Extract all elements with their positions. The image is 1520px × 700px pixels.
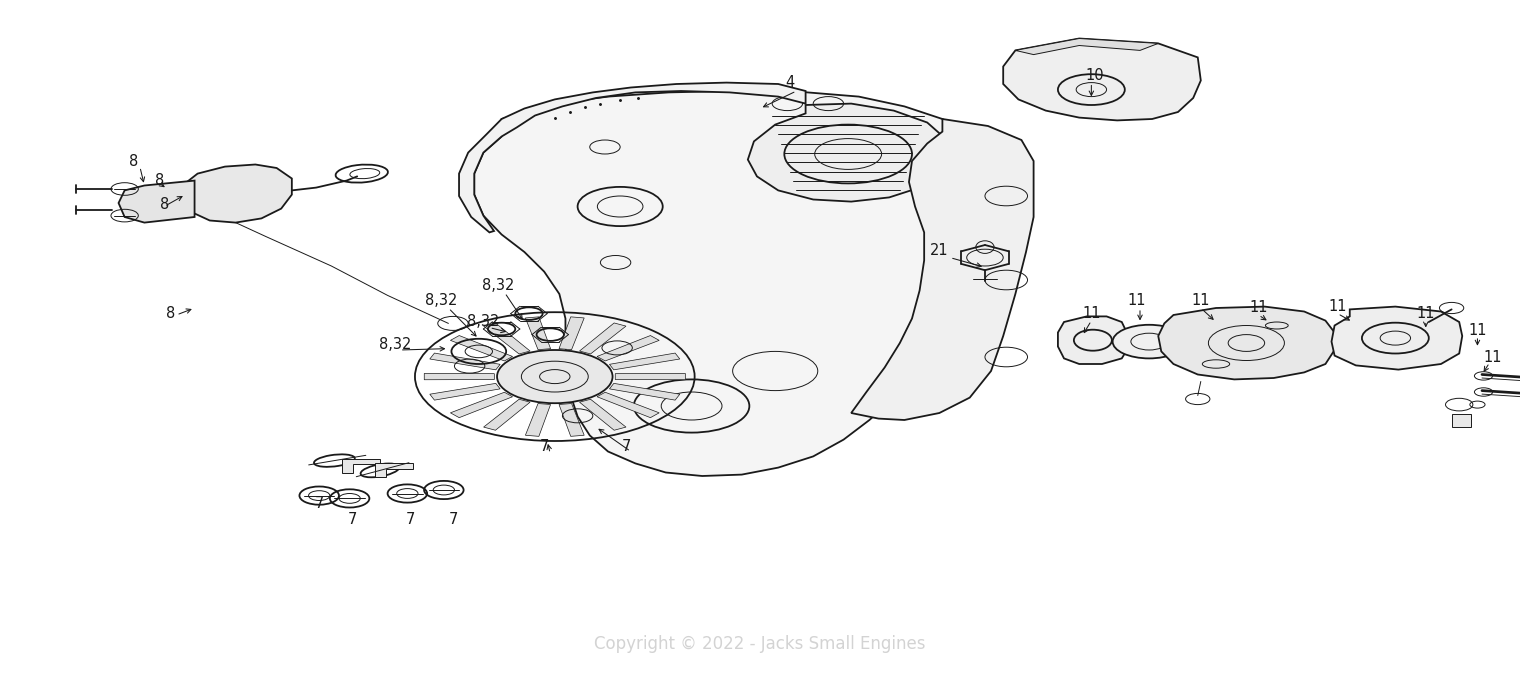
Text: 8: 8 [155,173,164,188]
Text: 8: 8 [160,197,169,212]
Polygon shape [597,335,660,361]
Text: Copyright © 2022 - Jacks Small Engines: Copyright © 2022 - Jacks Small Engines [594,635,926,653]
Polygon shape [579,323,626,354]
Polygon shape [851,119,1034,420]
Text: 8: 8 [166,306,175,321]
Polygon shape [526,317,550,350]
Text: 7: 7 [315,496,324,512]
Text: 4: 4 [786,75,795,90]
Polygon shape [559,403,584,436]
Text: 11: 11 [1468,323,1487,338]
Polygon shape [1452,414,1471,427]
Polygon shape [119,181,195,223]
Polygon shape [616,373,686,380]
Circle shape [1113,325,1186,358]
Polygon shape [375,463,413,477]
Polygon shape [459,83,806,232]
Text: 21: 21 [930,243,948,258]
Text: 8,32: 8,32 [482,278,515,293]
Polygon shape [424,373,494,380]
Polygon shape [450,392,512,418]
Text: 11: 11 [1082,306,1100,321]
Polygon shape [430,353,500,370]
Polygon shape [474,91,988,476]
Circle shape [497,350,613,403]
Text: 11: 11 [1249,300,1268,316]
Polygon shape [610,384,679,400]
Polygon shape [1015,38,1158,55]
Polygon shape [579,399,626,430]
Text: 8,32: 8,32 [467,314,500,330]
Text: 7: 7 [348,512,357,527]
Text: 10: 10 [1085,68,1104,83]
Text: 8,32: 8,32 [378,337,412,352]
Polygon shape [1003,38,1201,120]
Polygon shape [1332,307,1462,370]
Text: 8: 8 [129,153,138,169]
Polygon shape [1058,316,1128,364]
Text: 8,32: 8,32 [424,293,458,309]
Polygon shape [450,335,512,361]
Text: 11: 11 [1192,293,1210,309]
Polygon shape [483,323,530,354]
Polygon shape [610,353,679,370]
Polygon shape [597,392,660,418]
Polygon shape [430,384,500,400]
Polygon shape [559,317,584,350]
Polygon shape [179,164,292,223]
Polygon shape [748,104,950,202]
Text: 11: 11 [1484,349,1502,365]
Polygon shape [483,399,530,430]
Text: 7: 7 [448,512,458,527]
Text: 7: 7 [406,512,415,527]
Polygon shape [1158,307,1335,379]
Text: 11: 11 [1417,306,1435,321]
Text: 11: 11 [1128,293,1146,309]
Text: 11: 11 [1328,299,1347,314]
Polygon shape [342,458,380,472]
Text: 7: 7 [540,439,549,454]
Text: 7: 7 [622,439,631,454]
Polygon shape [526,403,550,436]
